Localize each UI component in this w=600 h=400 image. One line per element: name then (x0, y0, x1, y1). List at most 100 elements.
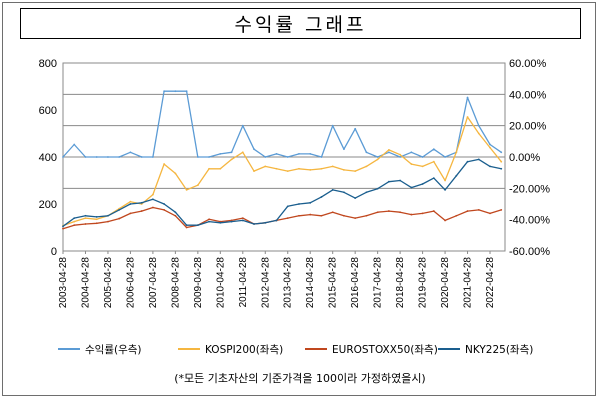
data-point (275, 219, 278, 222)
legend-label: 수익률(우측) (85, 344, 142, 356)
x-axis-tick-label: 2006-04-28 (125, 257, 136, 309)
data-point (444, 189, 446, 191)
data-point (230, 158, 233, 161)
data-point (208, 218, 210, 221)
data-point (174, 90, 177, 93)
data-point (163, 163, 166, 165)
data-point (477, 208, 480, 211)
data-point (477, 158, 480, 161)
right-axis-tick-label: -20.00% (509, 183, 550, 195)
data-point (241, 217, 244, 220)
data-point (140, 201, 143, 204)
data-point (298, 167, 300, 170)
data-point (219, 221, 222, 224)
data-point (95, 156, 98, 158)
data-point (489, 165, 491, 168)
legend-label: KOSPI200(좌측) (205, 344, 283, 356)
data-point (444, 219, 446, 222)
data-point (410, 186, 413, 189)
data-point (489, 212, 491, 215)
data-point (253, 148, 255, 151)
data-point (399, 156, 402, 158)
data-point (118, 208, 121, 211)
data-point (118, 217, 121, 220)
data-point (376, 156, 379, 158)
data-point (500, 151, 503, 154)
right-axis-tick-label: 0.00% (509, 152, 540, 164)
data-point (95, 222, 98, 225)
data-point (275, 152, 278, 155)
data-point (174, 214, 177, 217)
data-point (196, 156, 199, 158)
data-point (309, 201, 312, 204)
data-point (73, 220, 76, 223)
data-point (241, 219, 244, 222)
data-point (376, 211, 379, 214)
data-point (129, 151, 132, 154)
data-point (73, 224, 76, 227)
data-point (410, 163, 413, 165)
data-point (286, 217, 289, 220)
data-point (466, 210, 469, 212)
series-line (62, 116, 502, 227)
data-point (196, 224, 199, 227)
series-line (62, 206, 502, 230)
data-point (73, 143, 76, 146)
data-point (151, 206, 154, 209)
right-axis-tick-label: -40.00% (509, 215, 550, 227)
x-axis-tick-label: 2004-04-28 (80, 257, 91, 309)
data-point (208, 220, 210, 223)
data-point (208, 156, 210, 158)
data-point (331, 165, 334, 168)
x-axis-tick-label: 2022-04-28 (485, 257, 496, 309)
chart-title: 수익률 그래프 (20, 8, 581, 39)
data-point (62, 227, 64, 230)
data-point (253, 223, 255, 225)
data-point (241, 124, 244, 127)
x-axis-tick-label: 2009-04-28 (193, 257, 204, 309)
data-point (107, 156, 109, 158)
data-point (309, 152, 312, 155)
data-point (432, 160, 435, 163)
data-point (399, 179, 402, 182)
left-axis-tick-label: 400 (39, 152, 57, 164)
x-axis-tick-label: 2010-04-28 (215, 257, 226, 309)
legend-label: NKY225(좌측) (465, 344, 533, 356)
data-point (331, 189, 334, 191)
data-point (343, 214, 345, 217)
data-point (118, 156, 121, 158)
data-point (421, 156, 424, 158)
data-point (208, 167, 210, 170)
data-point (354, 127, 357, 130)
data-point (219, 152, 222, 155)
chart-frame (2, 2, 596, 396)
data-point (163, 90, 166, 93)
data-point (309, 213, 312, 216)
data-point (129, 203, 132, 205)
data-point (444, 156, 446, 158)
data-point (410, 151, 413, 154)
data-point (84, 217, 87, 220)
right-axis-tick-label: 20.00% (509, 121, 547, 133)
x-axis-tick-label: 2013-04-28 (283, 257, 294, 309)
data-point (230, 220, 233, 223)
chart-title-text: 수익률 그래프 (234, 14, 367, 36)
x-axis-tick-label: 2014-04-28 (305, 257, 316, 309)
data-point (489, 146, 491, 149)
data-point (264, 156, 267, 158)
legend-label: EUROSTOXX50(좌측) (332, 344, 438, 356)
data-point (376, 158, 379, 161)
x-axis-tick-label: 2021-04-28 (463, 257, 474, 309)
left-axis-tick-label: 200 (39, 199, 57, 211)
data-point (174, 172, 177, 175)
data-point (365, 165, 368, 168)
data-point (298, 203, 300, 205)
data-point (219, 167, 222, 170)
data-point (163, 203, 166, 205)
data-point (140, 210, 143, 212)
x-axis-tick-label: 2011-04-28 (238, 257, 249, 308)
data-point (286, 156, 289, 158)
data-point (151, 156, 154, 158)
data-point (163, 208, 166, 211)
